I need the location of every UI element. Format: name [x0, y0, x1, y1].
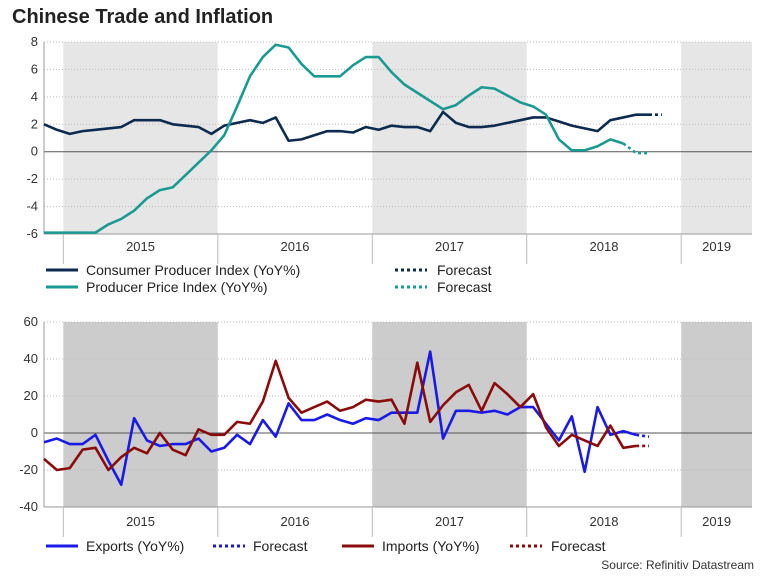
shaded-year-2017	[372, 322, 527, 507]
top-legend: Consumer Producer Index (YoY%) Forecast …	[46, 262, 492, 295]
top-y-axis-ticks: -6 -4 -2 0 2 4 6 8	[26, 34, 38, 241]
x-year-label-2019: 2019	[702, 514, 731, 529]
series-line-1	[44, 43, 624, 234]
top-gridlines	[43, 41, 752, 264]
legend-imports-forecast-label: Forecast	[551, 538, 606, 554]
y-tick-label: 2	[31, 116, 38, 131]
x-year-label-2017: 2017	[435, 239, 464, 254]
shaded-year-2019	[681, 42, 752, 234]
y-tick-label: 6	[31, 61, 38, 76]
bottom-y-axis-ticks: -40 -20 0 20 40 60	[19, 314, 38, 514]
y-tick-label: -4	[26, 199, 38, 214]
y-tick-label: 0	[31, 425, 38, 440]
legend-exports-label: Exports (YoY%)	[86, 538, 184, 554]
forecast-line-1	[622, 142, 650, 155]
y-tick-label: -2	[26, 171, 38, 186]
series-line-1	[43, 359, 637, 472]
shaded-year-2015	[63, 42, 218, 234]
legend-ppi-forecast-label: Forecast	[437, 279, 492, 295]
legend-exports-forecast-label: Forecast	[253, 538, 308, 554]
y-tick-label: 0	[31, 144, 38, 159]
y-tick-label: -40	[19, 499, 38, 514]
x-year-label-2015: 2015	[126, 514, 155, 529]
y-tick-label: -20	[19, 462, 38, 477]
top-shaded-regions	[63, 42, 752, 234]
shaded-year-2015	[63, 322, 218, 507]
y-tick-label: 40	[24, 351, 38, 366]
legend-ppi-label: Producer Price Index (YoY%)	[86, 279, 268, 295]
bottom-x-axis-year-labels: 2015 2016 2017 2018 2019	[126, 514, 731, 529]
bottom-legend: Exports (YoY%) Forecast Imports (YoY%) F…	[46, 538, 606, 554]
x-year-label-2015: 2015	[126, 239, 155, 254]
legend-cpi-forecast-label: Forecast	[437, 262, 492, 278]
top-series-lines	[43, 43, 662, 234]
y-tick-label: -6	[26, 226, 38, 241]
source-note: Source: Refinitiv Datastream	[601, 558, 754, 572]
forecast-line-0	[635, 433, 650, 438]
series-line-0	[43, 350, 637, 487]
top-x-axis-year-labels: 2015 2016 2017 2018 2019	[126, 239, 731, 254]
y-tick-label: 4	[31, 89, 38, 104]
y-tick-label: 20	[24, 388, 38, 403]
x-year-label-2019: 2019	[702, 239, 731, 254]
legend-cpi-label: Consumer Producer Index (YoY%)	[86, 262, 300, 278]
bottom-gridlines	[43, 321, 752, 537]
y-tick-label: 60	[24, 314, 38, 329]
bottom-series-lines	[43, 350, 650, 487]
x-year-label-2018: 2018	[590, 239, 619, 254]
chart-title: Chinese Trade and Inflation	[12, 6, 274, 28]
x-year-label-2017: 2017	[435, 514, 464, 529]
legend-imports-label: Imports (YoY%)	[382, 538, 480, 554]
x-year-label-2016: 2016	[281, 514, 310, 529]
shaded-year-2017	[372, 42, 527, 234]
y-tick-label: 8	[31, 34, 38, 49]
bottom-shaded-regions	[63, 322, 752, 507]
x-year-label-2018: 2018	[590, 514, 619, 529]
x-year-label-2016: 2016	[281, 239, 310, 254]
shaded-year-2019	[681, 322, 752, 507]
